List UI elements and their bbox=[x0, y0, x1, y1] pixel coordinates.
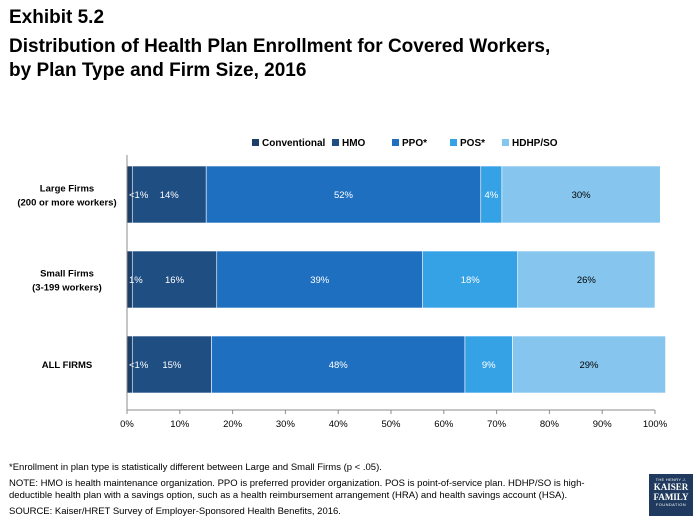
footnote-significance: *Enrollment in plan type is statisticall… bbox=[9, 462, 382, 473]
data-label-1-4: 26% bbox=[577, 275, 597, 286]
x-tick-label-0: 0% bbox=[120, 419, 134, 430]
data-label-2-1: 15% bbox=[162, 360, 182, 371]
legend-swatch-2 bbox=[392, 139, 399, 146]
bar-segment-1-1 bbox=[131, 250, 218, 309]
data-label-2-4: 29% bbox=[579, 360, 599, 371]
bar-segment-2-3 bbox=[464, 335, 513, 394]
data-label-0-3: 4% bbox=[484, 190, 498, 201]
x-tick-label-4: 40% bbox=[329, 419, 349, 430]
legend-label-2: PPO* bbox=[402, 138, 427, 149]
x-tick-label-1: 10% bbox=[170, 419, 190, 430]
category-label-0-1: (200 or more workers) bbox=[17, 198, 116, 209]
category-label-1-1: (3-199 workers) bbox=[32, 283, 102, 294]
footnote-source: SOURCE: Kaiser/HRET Survey of Employer-S… bbox=[9, 506, 341, 517]
legend-swatch-0 bbox=[252, 139, 259, 146]
category-label-1-0: Small Firms bbox=[40, 269, 94, 280]
data-label-0-2: 52% bbox=[334, 190, 354, 201]
legend-label-0: Conventional bbox=[262, 138, 326, 149]
data-label-2-3: 9% bbox=[482, 360, 496, 371]
bar-segment-1-3 bbox=[422, 250, 519, 309]
x-tick-label-9: 90% bbox=[593, 419, 613, 430]
x-tick-label-8: 80% bbox=[540, 419, 560, 430]
data-label-0-4: 30% bbox=[572, 190, 592, 201]
bar-segment-1-4 bbox=[517, 250, 656, 309]
data-label-0-1: 14% bbox=[160, 190, 180, 201]
legend-swatch-1 bbox=[332, 139, 339, 146]
x-tick-label-2: 20% bbox=[223, 419, 243, 430]
x-tick-label-5: 50% bbox=[381, 419, 401, 430]
x-tick-label-7: 70% bbox=[487, 419, 507, 430]
legend-label-4: HDHP/SO bbox=[512, 138, 558, 149]
logo-line-3: FAMILY bbox=[653, 492, 689, 502]
legend-label-3: POS* bbox=[460, 138, 485, 149]
data-label-2-0: <1% bbox=[129, 360, 149, 371]
data-label-1-3: 18% bbox=[461, 275, 481, 286]
legend-swatch-3 bbox=[450, 139, 457, 146]
legend-swatch-4 bbox=[502, 139, 509, 146]
bar-segment-0-2 bbox=[205, 165, 482, 224]
bar-segment-1-2 bbox=[216, 250, 423, 309]
data-label-1-2: 39% bbox=[310, 275, 330, 286]
logo-line-4: FOUNDATION bbox=[655, 502, 687, 507]
x-tick-label-10: 100% bbox=[643, 419, 668, 430]
category-label-2-0: ALL FIRMS bbox=[42, 360, 93, 371]
legend-label-1: HMO bbox=[342, 138, 366, 149]
data-label-0-0: <1% bbox=[129, 190, 149, 201]
logo-line-1: THE HENRY J. bbox=[655, 477, 687, 482]
bar-segment-2-2 bbox=[211, 335, 466, 394]
bar-segment-2-4 bbox=[512, 335, 666, 394]
chart-title-line-1: Distribution of Health Plan Enrollment f… bbox=[9, 36, 551, 57]
exhibit-label: Exhibit 5.2 bbox=[9, 7, 105, 28]
category-label-0-0: Large Firms bbox=[40, 184, 94, 195]
data-label-1-1: 16% bbox=[165, 275, 185, 286]
chart-title-line-2: by Plan Type and Firm Size, 2016 bbox=[9, 60, 307, 81]
footnote-definitions: NOTE: HMO is health maintenance organiza… bbox=[9, 478, 585, 501]
bar-segment-0-4 bbox=[501, 165, 661, 224]
logo-line-2: KAISER bbox=[653, 482, 689, 492]
kff-logo: THE HENRY J. KAISER FAMILY FOUNDATION bbox=[649, 474, 693, 516]
data-label-1-0: 1% bbox=[129, 275, 143, 286]
data-label-2-2: 48% bbox=[329, 360, 349, 371]
x-tick-label-6: 60% bbox=[434, 419, 454, 430]
x-tick-label-3: 30% bbox=[276, 419, 296, 430]
